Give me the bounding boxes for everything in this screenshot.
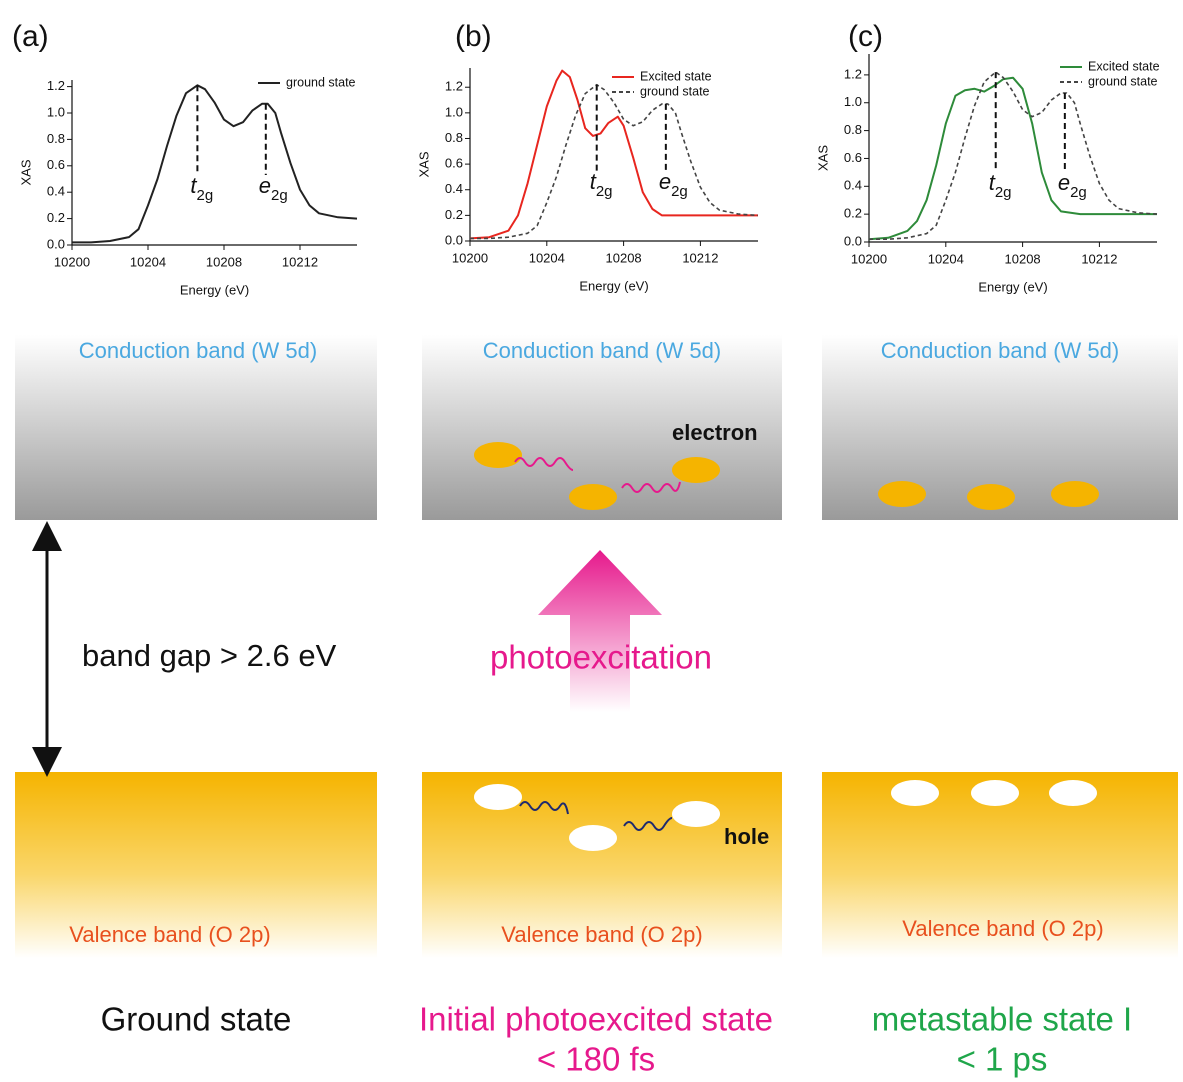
x-tick-label: 10212: [1081, 251, 1117, 266]
valence-label: Valence band (O 2p): [69, 922, 270, 947]
hole-label: hole: [724, 824, 769, 849]
legend-label: Excited state: [1088, 59, 1160, 73]
x-tick-label: 10200: [452, 250, 488, 265]
annotation-sub: 2g: [596, 183, 613, 200]
annotation-main: e: [659, 169, 671, 194]
photoexcitation-label: photoexcitation: [490, 639, 712, 676]
state-time: < 180 fs: [537, 1041, 655, 1078]
y-tick-label: 0.0: [844, 233, 862, 248]
y-tick-label: 0.4: [844, 178, 862, 193]
hole: [891, 780, 939, 806]
y-tick-label: 0.2: [844, 206, 862, 221]
y-tick-label: 1.0: [47, 104, 65, 119]
x-tick-label: 10204: [130, 254, 166, 269]
y-axis-label: XAS: [416, 151, 431, 177]
x-tick-label: 10200: [851, 251, 887, 266]
y-tick-label: 0.0: [445, 232, 463, 247]
electron: [474, 442, 522, 468]
legend-label: ground state: [1088, 74, 1158, 88]
annotation-label: t2g: [190, 173, 213, 204]
x-tick-label: 10208: [1005, 251, 1041, 266]
y-tick-label: 0.2: [47, 210, 65, 225]
conduction-label: Conduction band (W 5d): [483, 338, 721, 363]
annotation-sub: 2g: [1070, 184, 1087, 201]
legend-label: ground state: [640, 84, 710, 98]
annotation-sub: 2g: [271, 187, 288, 204]
x-axis-label: Energy (eV): [180, 282, 249, 297]
annotation-main: e: [259, 173, 271, 198]
y-tick-label: 0.4: [445, 181, 463, 196]
figure: Conduction band (W 5d) Conduction band (…: [0, 0, 1183, 1082]
hole: [474, 784, 522, 810]
y-tick-label: 0.2: [445, 207, 463, 222]
annotation-sub: 2g: [995, 184, 1012, 201]
hole: [1049, 780, 1097, 806]
x-tick-label: 10208: [606, 250, 642, 265]
conduction-label: Conduction band (W 5d): [79, 338, 317, 363]
y-tick-label: 0.0: [47, 236, 65, 251]
y-tick-label: 1.2: [47, 78, 65, 93]
x-tick-label: 10204: [928, 251, 964, 266]
y-tick-label: 0.8: [47, 131, 65, 146]
x-axis-label: Energy (eV): [579, 278, 648, 293]
annotation-main: e: [1058, 170, 1070, 195]
annotation-label: e2g: [259, 173, 288, 204]
series-line: [869, 78, 1157, 240]
electron-label: electron: [672, 420, 758, 445]
hole: [672, 801, 720, 827]
annotation-label: e2g: [1058, 170, 1087, 201]
electron: [672, 457, 720, 483]
x-tick-label: 10212: [682, 250, 718, 265]
panel-label: (b): [455, 20, 492, 53]
annotation-label: t2g: [590, 169, 613, 200]
y-tick-label: 0.4: [47, 184, 65, 199]
y-axis-label: XAS: [815, 145, 830, 171]
x-tick-label: 10212: [282, 254, 318, 269]
photoexcitation-arrow: [538, 550, 662, 712]
hole: [971, 780, 1019, 806]
x-tick-label: 10204: [529, 250, 565, 265]
annotation-label: t2g: [989, 170, 1012, 201]
y-tick-label: 0.8: [445, 130, 463, 145]
y-tick-label: 0.6: [445, 156, 463, 171]
state-time: < 1 ps: [957, 1041, 1048, 1078]
annotation-label: e2g: [659, 169, 688, 200]
y-tick-label: 0.6: [844, 150, 862, 165]
panel-label: (c): [848, 20, 883, 53]
conduction-label: Conduction band (W 5d): [881, 338, 1119, 363]
panel-label: (a): [12, 20, 49, 53]
x-tick-label: 10200: [54, 254, 90, 269]
annotation-sub: 2g: [671, 183, 688, 200]
valence-label: Valence band (O 2p): [902, 916, 1103, 941]
y-tick-label: 1.0: [844, 94, 862, 109]
chart: (a) 0.0 0.2 0.4 0.6 0.8 1.0 1.2 10200 10204 10208 1…: [12, 20, 357, 298]
chart: (b) 0.0 0.2 0.4 0.6 0.8 1.0 1.2 10200 10204 10208 1…: [416, 20, 758, 294]
state-label: Ground state: [101, 1001, 292, 1038]
hole: [569, 825, 617, 851]
series-line: [470, 71, 758, 239]
y-tick-label: 0.6: [47, 157, 65, 172]
y-axis-label: XAS: [18, 159, 33, 185]
y-tick-label: 0.8: [844, 122, 862, 137]
x-axis-label: Energy (eV): [978, 279, 1047, 294]
legend-label: ground state: [286, 75, 356, 89]
y-tick-label: 1.2: [844, 66, 862, 81]
x-tick-label: 10208: [206, 254, 242, 269]
band-gap-label: band gap > 2.6 eV: [82, 638, 337, 673]
electron: [569, 484, 617, 510]
electron: [1051, 481, 1099, 507]
state-label: Initial photoexcited state: [419, 1001, 773, 1038]
legend-label: Excited state: [640, 69, 712, 83]
state-label: metastable state I: [872, 1001, 1132, 1038]
y-tick-label: 1.0: [445, 104, 463, 119]
series-line: [72, 85, 357, 242]
chart: (c) 0.0 0.2 0.4 0.6 0.8 1.0 1.2 10200 10204 10208 1…: [815, 20, 1159, 295]
electron: [878, 481, 926, 507]
valence-label: Valence band (O 2p): [501, 922, 702, 947]
electron: [967, 484, 1015, 510]
y-tick-label: 1.2: [445, 79, 463, 94]
annotation-sub: 2g: [197, 187, 214, 204]
